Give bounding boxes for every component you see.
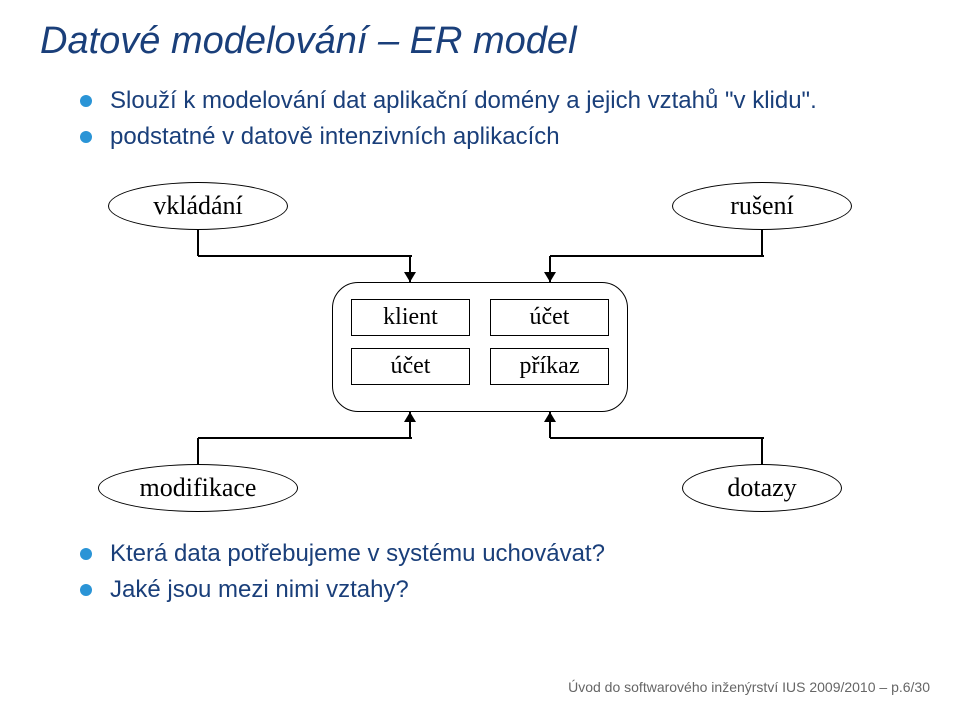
bullet-item: podstatné v datově intenzivních aplikací… [80,121,920,153]
arrowhead [544,272,556,282]
db-box-ucet-1: účet [490,299,609,336]
bullet-item: Slouží k modelování dat aplikační domény… [80,85,920,117]
page-title: Datové modelování – ER model [40,20,920,63]
db-box-klient: klient [351,299,470,336]
bullets-bottom: Která data potřebujeme v systému uchováv… [80,538,920,607]
db-box-prikaz: příkaz [490,348,609,385]
bullet-item: Která data potřebujeme v systému uchováv… [80,538,920,570]
db-box-ucet-2: účet [351,348,470,385]
arrowhead [404,272,416,282]
oval-top_right: rušení [672,182,852,230]
bullets-top: Slouží k modelování dat aplikační domény… [80,85,920,154]
arrowhead [404,412,416,422]
er-diagram: vkládání rušení modifikace dotazy klient účet… [50,182,910,512]
db-container: klient účet účet příkaz [332,282,628,412]
bullet-item: Jaké jsou mezi nimi vztahy? [80,574,920,606]
oval-bot_left: modifikace [98,464,298,512]
arrowhead [544,412,556,422]
oval-top_left: vkládání [108,182,288,230]
oval-bot_right: dotazy [682,464,842,512]
footer-text: Úvod do softwarového inženýrství IUS 200… [568,679,930,695]
